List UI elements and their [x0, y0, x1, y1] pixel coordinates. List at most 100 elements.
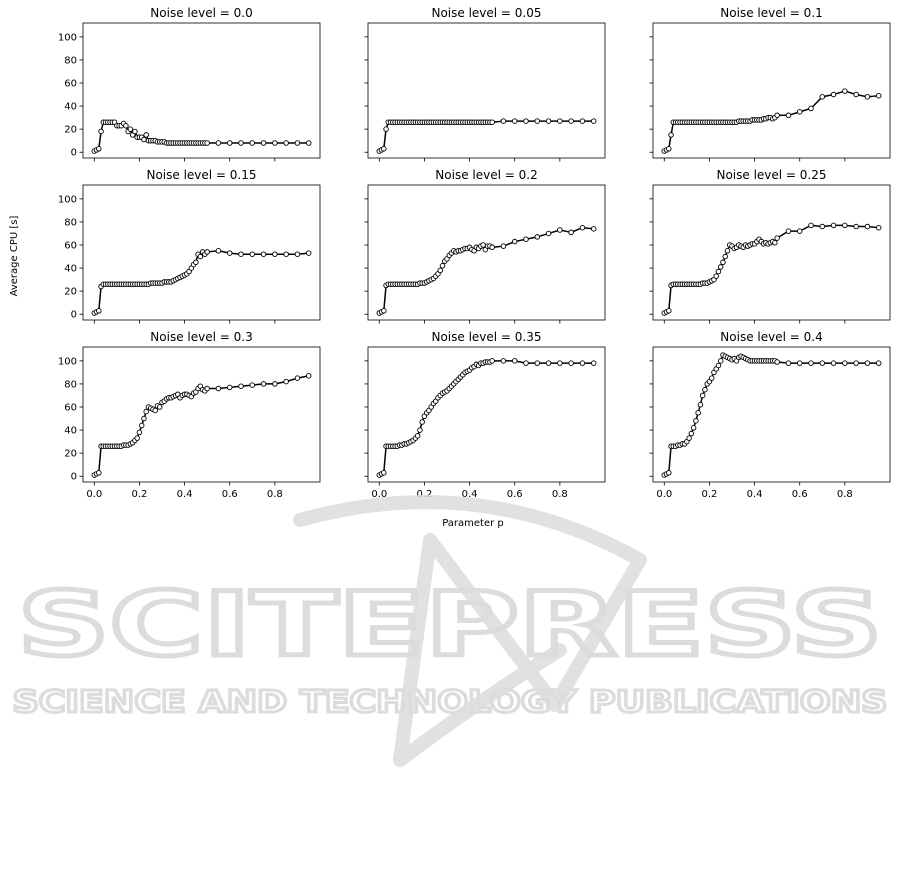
data-point: [500, 358, 507, 364]
axes-frame: [82, 346, 321, 483]
data-point: [774, 112, 780, 119]
data-point: [715, 268, 722, 275]
data-point: [717, 264, 724, 270]
data-point: [579, 118, 586, 124]
data-point: [511, 238, 518, 245]
data-point: [283, 251, 289, 257]
axes-frame: [82, 22, 321, 159]
series-line: [663, 354, 879, 476]
data-point: [808, 360, 814, 366]
data-point: [226, 250, 233, 256]
data-point: [557, 227, 563, 233]
data-point: [695, 410, 701, 416]
subplot-title: Noise level = 0.25: [716, 168, 826, 182]
data-point: [819, 360, 826, 366]
data-point: [238, 251, 244, 257]
data-point: [197, 253, 204, 260]
data-point: [713, 273, 719, 279]
data-point: [141, 415, 147, 422]
data-point: [568, 229, 574, 236]
subplot-title: Noise level = 0.35: [431, 330, 541, 344]
data-point: [715, 362, 722, 369]
axes-frame: [367, 184, 606, 321]
data-point: [796, 109, 803, 115]
data-point: [545, 118, 552, 124]
data-point: [796, 360, 803, 366]
data-point: [534, 234, 541, 240]
y-tick-label: 0: [71, 310, 77, 321]
data-point: [439, 263, 446, 269]
data-point: [381, 308, 387, 314]
data-point: [830, 91, 837, 98]
subplot-title: Noise level = 0.3: [150, 330, 252, 344]
data-point: [590, 118, 597, 124]
data-point: [500, 243, 507, 249]
x-tick-label: 0.6: [507, 489, 523, 500]
data-point: [697, 401, 704, 408]
y-tick-label: 80: [64, 55, 77, 66]
axes-frame: [652, 22, 891, 159]
data-point: [272, 140, 278, 146]
data-point: [785, 112, 792, 119]
data-point: [668, 132, 674, 138]
subplot-3: Noise level = 0.1: [649, 6, 891, 162]
data-point: [204, 385, 210, 392]
x-tick-label: 0.0: [86, 489, 102, 500]
data-point: [534, 118, 541, 124]
data-point: [702, 386, 708, 393]
data-point: [819, 223, 826, 230]
series-line: [378, 120, 594, 152]
x-tick-label: 0.8: [267, 489, 283, 500]
y-tick-label: 80: [64, 217, 77, 228]
data-point: [305, 373, 312, 379]
subplot-6: Noise level = 0.25: [649, 168, 891, 324]
data-point: [785, 360, 792, 366]
axes-frame: [367, 22, 606, 159]
data-point: [123, 122, 129, 129]
data-point: [545, 230, 552, 237]
axes-frame: [652, 346, 891, 483]
data-point: [772, 239, 778, 246]
data-point: [708, 375, 715, 381]
subplot-5: Noise level = 0.2: [364, 168, 606, 324]
data-point: [489, 244, 495, 251]
data-point: [143, 132, 149, 138]
data-point: [686, 435, 692, 441]
data-point: [808, 105, 814, 112]
x-tick-label: 0.2: [131, 489, 147, 500]
data-point: [720, 259, 726, 266]
series-line: [378, 360, 594, 476]
subplot-title: Noise level = 0.0: [150, 6, 252, 20]
y-tick-label: 20: [64, 449, 77, 460]
data-point: [136, 429, 143, 436]
data-point: [260, 381, 267, 387]
data-point: [699, 392, 706, 399]
data-point: [724, 248, 731, 254]
data-point: [419, 419, 425, 425]
data-point: [511, 118, 518, 124]
data-point: [283, 140, 289, 146]
x-tick-label: 0.0: [371, 489, 387, 500]
data-point: [294, 375, 301, 381]
data-point: [523, 236, 529, 242]
y-tick-label: 0: [71, 148, 77, 159]
x-tick-label: 0.8: [552, 489, 568, 500]
x-tick-label: 0.8: [837, 489, 853, 500]
x-tick-label: 0.2: [416, 489, 432, 500]
data-point: [294, 140, 301, 146]
data-point: [693, 418, 699, 424]
series-line: [378, 226, 594, 314]
y-tick-label: 40: [64, 426, 77, 437]
data-point: [489, 119, 495, 125]
data-point: [489, 358, 495, 364]
data-point: [226, 384, 233, 391]
data-point: [193, 259, 199, 266]
data-point: [141, 136, 147, 143]
data-point: [523, 118, 529, 124]
data-point: [774, 235, 780, 241]
x-tick-label: 0.4: [462, 489, 478, 500]
x-tick-label: 0.6: [222, 489, 238, 500]
data-point: [830, 360, 837, 366]
data-point: [260, 251, 267, 257]
data-point: [864, 223, 871, 230]
